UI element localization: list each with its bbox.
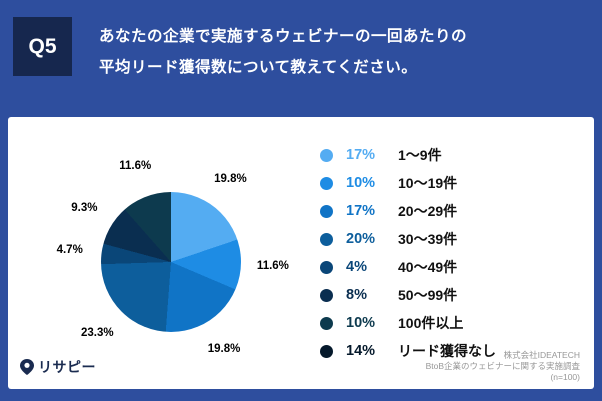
legend-row: 4% 40〜49件 [320, 253, 496, 281]
legend-label: 20〜29件 [398, 203, 458, 219]
pie-slice-label: 9.3% [71, 202, 98, 215]
question-badge: Q5 [13, 17, 72, 76]
question-line-1: あなたの企業で実施するウェビナーの一回あたりの [99, 28, 468, 45]
credits: 株式会社IDEATECH BtoB企業のウェビナーに関する実施調査 (n=100… [426, 350, 580, 383]
pie-slice-label: 19.8% [214, 173, 247, 186]
legend-percent: 10% [346, 315, 376, 331]
legend-label: 40〜49件 [398, 259, 458, 275]
pie-chart [101, 192, 241, 332]
legend-label: 1〜9件 [398, 147, 442, 163]
legend-percent: 8% [346, 287, 367, 303]
pie-slice-label: 11.6% [119, 160, 152, 173]
legend-row: 8% 50〜99件 [320, 281, 496, 309]
credit-company: 株式会社IDEATECH [503, 350, 580, 360]
legend-percent: 20% [346, 231, 376, 247]
pie-slice-label: 19.8% [207, 343, 241, 356]
pie-slice-label: 4.7% [56, 244, 83, 257]
legend-color-dot [320, 232, 333, 246]
legend-color-dot [320, 176, 333, 190]
legend-color-dot [320, 148, 333, 162]
legend-row: 10% 100件以上 [320, 309, 496, 337]
legend-row: 17% 20〜29件 [320, 197, 496, 225]
credit-sample-size: (n=100) [550, 372, 580, 382]
pie-chart-area: 19.8% 11.6% 19.8% 23.3% 4.7% 9.3% 11.6% [8, 117, 318, 362]
question-number: Q5 [28, 34, 57, 58]
legend-row: 10% 10〜19件 [320, 169, 496, 197]
pin-icon [20, 359, 34, 375]
risapee-logo: リサピー [20, 357, 96, 377]
legend-color-dot [320, 316, 333, 330]
legend-percent: 10% [346, 175, 376, 191]
legend-percent: 17% [346, 203, 376, 219]
pie-slice-label: 11.6% [256, 259, 289, 272]
results-card: 19.8% 11.6% 19.8% 23.3% 4.7% 9.3% 11.6% … [8, 117, 594, 389]
legend-label: 30〜39件 [398, 231, 458, 247]
legend-color-dot [320, 288, 333, 302]
legend-row: 20% 30〜39件 [320, 225, 496, 253]
legend-color-dot [320, 344, 333, 358]
legend-color-dot [320, 260, 333, 274]
pie-slice-label: 23.3% [80, 326, 114, 339]
credit-survey: BtoB企業のウェビナーに関する実施調査 [425, 361, 580, 371]
legend-row: 17% 1〜9件 [320, 141, 496, 169]
legend-percent: 4% [346, 259, 367, 275]
legend-percent: 14% [346, 343, 376, 359]
legend-label: 10〜19件 [398, 175, 458, 191]
legend-label: リード獲得なし [398, 343, 496, 359]
legend-label: 100件以上 [398, 315, 464, 331]
legend-label: 50〜99件 [398, 287, 458, 303]
logo-text: リサピー [38, 359, 96, 375]
legend-row: 14% リード獲得なし [320, 337, 496, 365]
question-line-2: 平均リード獲得数について教えてください。 [99, 59, 418, 76]
question-text: あなたの企業で実施するウェビナーの一回あたりの 平均リード獲得数について教えてく… [99, 21, 467, 83]
legend: 17% 1〜9件 10% 10〜19件 17% 20〜29件 20% 30〜39… [320, 141, 496, 365]
legend-color-dot [320, 204, 333, 218]
legend-percent: 17% [346, 147, 376, 163]
